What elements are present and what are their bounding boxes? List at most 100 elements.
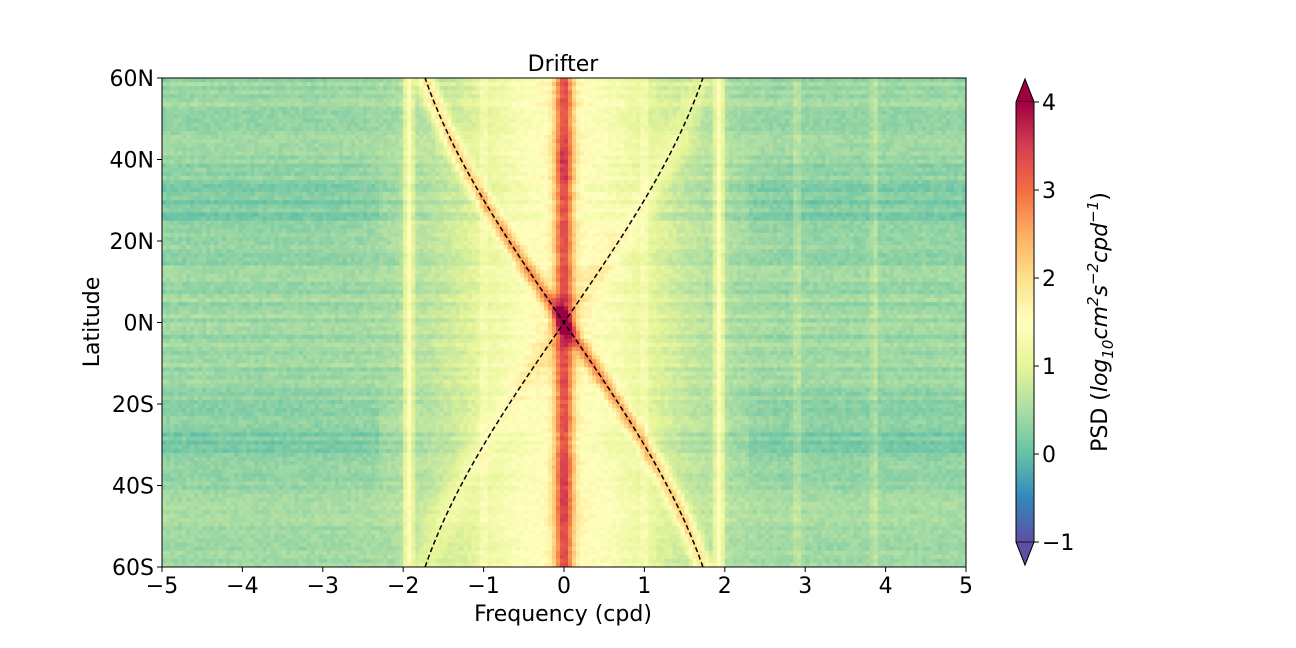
heatmap-cell [745, 176, 749, 180]
heatmap-cell [652, 115, 656, 119]
heatmap-cell [857, 155, 861, 159]
heatmap-cell [660, 82, 664, 86]
heatmap-cell [773, 147, 777, 151]
heatmap-cell [665, 151, 669, 155]
heatmap-cell [797, 131, 801, 135]
heatmap-cell [580, 143, 584, 147]
heatmap-cell [532, 115, 536, 119]
heatmap-cell [532, 111, 536, 115]
heatmap-cell [922, 155, 926, 159]
heatmap-cell [837, 160, 841, 164]
heatmap-cell [894, 147, 898, 151]
heatmap-cell [636, 78, 640, 82]
heatmap-cell [299, 160, 303, 164]
heatmap-cell [508, 82, 512, 86]
heatmap-cell [721, 98, 725, 102]
heatmap-cell [218, 127, 222, 131]
heatmap-cell [174, 127, 178, 131]
heatmap-cell [218, 155, 222, 159]
heatmap-cell [572, 151, 576, 155]
heatmap-cell [556, 107, 560, 111]
heatmap-cell [411, 143, 415, 147]
heatmap-cell [866, 111, 870, 115]
heatmap-cell [596, 94, 600, 98]
heatmap-cell [845, 160, 849, 164]
heatmap-cell [761, 131, 765, 135]
heatmap-cell [882, 107, 886, 111]
heatmap-cell [423, 98, 427, 102]
heatmap-cell [311, 131, 315, 135]
heatmap-cell [608, 90, 612, 94]
heatmap-cell [584, 172, 588, 176]
heatmap-cell [833, 119, 837, 123]
heatmap-cell [194, 107, 198, 111]
heatmap-cell [930, 123, 934, 127]
heatmap-cell [291, 151, 295, 155]
heatmap-cell [170, 164, 174, 168]
heatmap-cell [488, 115, 492, 119]
heatmap-cell [861, 127, 865, 131]
heatmap-cell [399, 143, 403, 147]
heatmap-cell [898, 143, 902, 147]
heatmap-cell [632, 111, 636, 115]
heatmap-cell [194, 102, 198, 106]
heatmap-cell [681, 176, 685, 180]
heatmap-cell [552, 131, 556, 135]
heatmap-cell [299, 151, 303, 155]
heatmap-cell [544, 123, 548, 127]
heatmap-cell [395, 147, 399, 151]
heatmap-cell [817, 107, 821, 111]
heatmap-cell [725, 168, 729, 172]
heatmap-cell [190, 155, 194, 159]
heatmap-cell [825, 127, 829, 131]
heatmap-cell [709, 168, 713, 172]
heatmap-cell [709, 147, 713, 151]
heatmap-cell [455, 107, 459, 111]
heatmap-cell [504, 147, 508, 151]
heatmap-cell [777, 86, 781, 90]
heatmap-cell [516, 98, 520, 102]
heatmap-cell [564, 82, 568, 86]
heatmap-cell [524, 143, 528, 147]
heatmap-cell [451, 139, 455, 143]
heatmap-cell [769, 147, 773, 151]
heatmap-cell [656, 98, 660, 102]
heatmap-cell [914, 123, 918, 127]
heatmap-cell [817, 123, 821, 127]
heatmap-cell [644, 127, 648, 131]
heatmap-cell [335, 131, 339, 135]
heatmap-cell [829, 78, 833, 82]
heatmap-cell [379, 160, 383, 164]
heatmap-cell [315, 98, 319, 102]
heatmap-cell [785, 131, 789, 135]
heatmap-cell [725, 78, 729, 82]
heatmap-cell [604, 139, 608, 143]
heatmap-cell [415, 168, 419, 172]
heatmap-cell [757, 111, 761, 115]
heatmap-cell [902, 164, 906, 168]
heatmap-cell [886, 168, 890, 172]
heatmap-cell [347, 147, 351, 151]
heatmap-cell [295, 123, 299, 127]
heatmap-cell [323, 82, 327, 86]
heatmap-cell [918, 135, 922, 139]
heatmap-cell [419, 94, 423, 98]
heatmap-cell [500, 135, 504, 139]
heatmap-cell [230, 123, 234, 127]
heatmap-cell [870, 82, 874, 86]
heatmap-cell [705, 123, 709, 127]
heatmap-cell [809, 147, 813, 151]
heatmap-cell [379, 111, 383, 115]
heatmap-cell [258, 102, 262, 106]
heatmap-cell [327, 94, 331, 98]
heatmap-cell [705, 135, 709, 139]
heatmap-cell [785, 111, 789, 115]
heatmap-cell [652, 86, 656, 90]
heatmap-cell [793, 168, 797, 172]
heatmap-cell [556, 127, 560, 131]
heatmap-cell [697, 172, 701, 176]
heatmap-cell [934, 143, 938, 147]
heatmap-cell [190, 98, 194, 102]
heatmap-cell [950, 78, 954, 82]
heatmap-cell [874, 139, 878, 143]
